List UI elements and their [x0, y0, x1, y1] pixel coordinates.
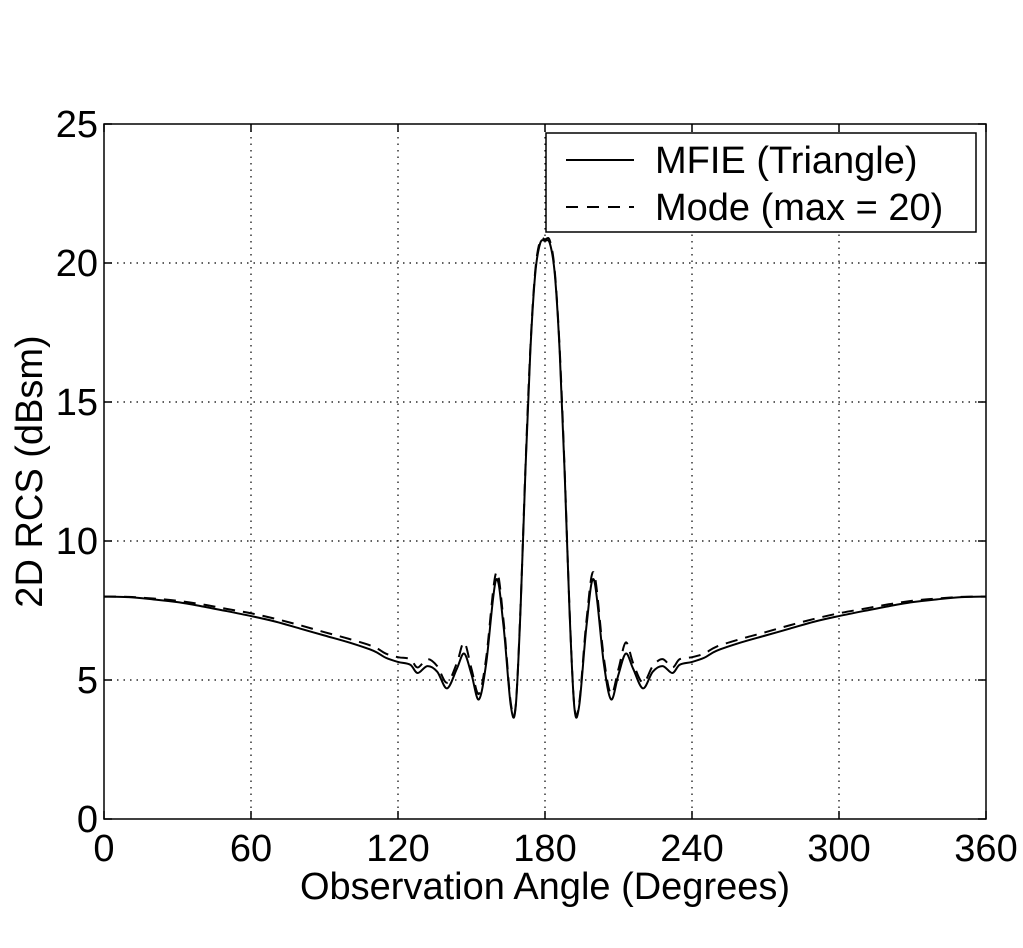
series-line-mode — [103, 236, 987, 717]
y-tick-label: 10 — [56, 521, 98, 563]
legend: MFIE (Triangle) Mode (max = 20) — [545, 132, 977, 233]
y-tick-label: 5 — [77, 660, 98, 702]
y-tick-label: 25 — [56, 104, 98, 146]
x-axis-label: Observation Angle (Degrees) — [300, 866, 790, 908]
x-tick-label: 60 — [230, 828, 272, 870]
y-tick-label: 15 — [56, 382, 98, 424]
x-tick-label: 240 — [660, 828, 723, 870]
legend-label-mode: Mode (max = 20) — [655, 187, 943, 229]
axis-ticks: 0 60 120 180 240 300 360 0 5 10 15 20 25 — [56, 104, 1018, 870]
x-tick-label: 360 — [954, 828, 1017, 870]
legend-label-mfie: MFIE (Triangle) — [655, 140, 918, 182]
x-tick-label: 300 — [807, 828, 870, 870]
series-lines — [103, 236, 987, 719]
x-tick-label: 0 — [93, 828, 114, 870]
y-tick-label: 20 — [56, 243, 98, 285]
x-tick-label: 120 — [366, 828, 429, 870]
y-tick-label: 0 — [77, 799, 98, 841]
grid — [104, 124, 986, 819]
y-axis-label: 2D RCS (dBsm) — [9, 335, 51, 607]
x-tick-label: 180 — [513, 828, 576, 870]
series-line-mfie — [103, 239, 987, 719]
legend-box — [545, 132, 977, 233]
